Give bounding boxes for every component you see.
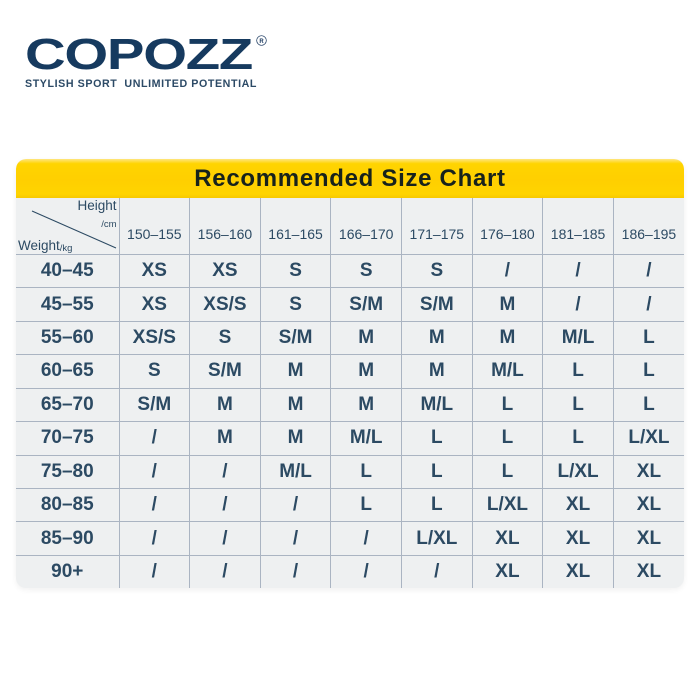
svg-text:R: R xyxy=(259,39,264,45)
